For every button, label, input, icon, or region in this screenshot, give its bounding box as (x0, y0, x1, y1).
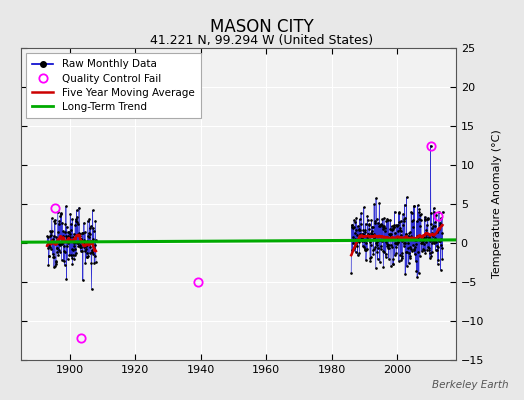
Text: MASON CITY: MASON CITY (210, 18, 314, 36)
Text: Berkeley Earth: Berkeley Earth (432, 380, 508, 390)
Text: 41.221 N, 99.294 W (United States): 41.221 N, 99.294 W (United States) (150, 34, 374, 47)
Legend: Raw Monthly Data, Quality Control Fail, Five Year Moving Average, Long-Term Tren: Raw Monthly Data, Quality Control Fail, … (26, 53, 201, 118)
Y-axis label: Temperature Anomaly (°C): Temperature Anomaly (°C) (493, 130, 503, 278)
